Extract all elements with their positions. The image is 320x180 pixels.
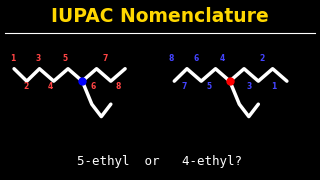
Text: 1: 1 [272,82,277,91]
Text: 3: 3 [35,54,41,63]
Text: 7: 7 [103,54,108,63]
Text: 5: 5 [207,82,212,91]
Text: 3: 3 [246,82,252,91]
Text: 2: 2 [259,54,264,63]
Text: 8: 8 [168,54,174,63]
Text: 5: 5 [62,54,68,63]
Text: 4: 4 [48,82,53,91]
Text: 1: 1 [10,54,15,63]
Text: 6: 6 [194,54,199,63]
Text: 2: 2 [23,82,28,91]
Text: 6: 6 [91,82,96,91]
Text: IUPAC Nomenclature: IUPAC Nomenclature [51,7,269,26]
Text: 8: 8 [116,82,121,91]
Text: 7: 7 [181,82,187,91]
Text: 4: 4 [220,54,225,63]
Text: 5-ethyl  or   4-ethyl?: 5-ethyl or 4-ethyl? [77,155,243,168]
